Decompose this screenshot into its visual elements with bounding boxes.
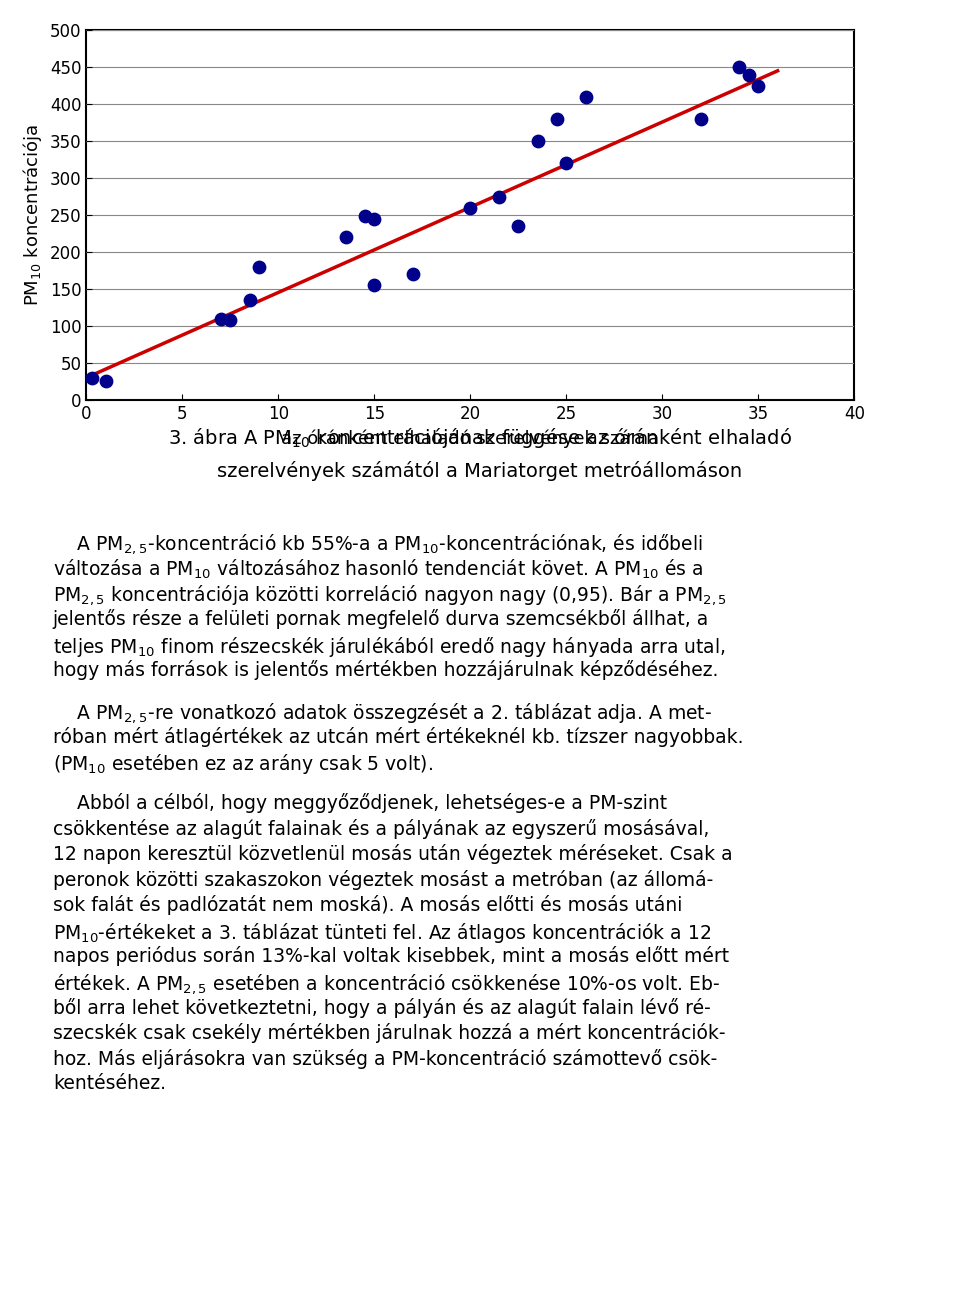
Point (98, 371, 113, 392)
Point (367, 208, 382, 229)
Text: szecskék csak csekély mértékben járulnak hozzá a mért koncentrációk-: szecskék csak csekély mértékben járulnak… (53, 1023, 726, 1044)
Text: szerelvények számától a Mariatorget metróállomáson: szerelvények számától a Mariatorget metr… (217, 461, 743, 481)
Text: csökkentése az alagút falainak és a pályának az egyszerű mosásával,: csökkentése az alagút falainak és a pál… (53, 818, 709, 839)
Text: 12 napon keresztül közvetlenül mosás után végeztek méréseket. Csak a: 12 napon keresztül közvetlenül mosás utá… (53, 844, 732, 864)
Point (252, 256, 267, 277)
Text: PM$_{2,5}$ koncentrációja közötti korreláció nagyon nagy (0,95). Bár a PM$_{2,5}: PM$_{2,5}$ koncentrációja közötti korrel… (53, 583, 727, 607)
Text: jelentős része a felületi pornak megfelelő durva szemcsékből állhat, a: jelentős része a felületi pornak megfele… (53, 608, 709, 629)
Text: hogy más források is jelentős mértékben hozzájárulnak képződéséhez.: hogy más források is jelentős mértékben … (53, 661, 718, 680)
Point (492, 186, 507, 207)
Point (357, 206, 372, 227)
Text: peronok közötti szakaszokon végeztek mosást a metróban (az állomá-: peronok közötti szakaszokon végeztek mos… (53, 869, 713, 890)
Text: hoz. Más eljárásokra van szükség a PM-koncentráció számottevő csök-: hoz. Más eljárásokra van szükség a PM-ko… (53, 1049, 717, 1068)
Point (549, 109, 564, 130)
Point (84, 367, 100, 388)
Point (242, 290, 257, 311)
Point (463, 197, 478, 218)
Text: A PM$_{2,5}$-re vonatkozó adatok összegzését a 2. táblázat adja. A met-: A PM$_{2,5}$-re vonatkozó adatok összegz… (53, 701, 712, 725)
Point (751, 75, 766, 96)
Point (732, 56, 747, 77)
Text: változása a PM$_{10}$ változásához hasonló tendenciát követ. A PM$_{10}$ és a: változása a PM$_{10}$ változásához hason… (53, 558, 703, 581)
Text: Abból a célból, hogy meggyőződjenek, lehetséges-e a PM-szint: Abból a célból, hogy meggyőződjenek, leh… (53, 793, 667, 813)
X-axis label: az óránként elhaladó szerelvények száma: az óránként elhaladó szerelvények száma (281, 430, 660, 448)
Text: kentéséhez.: kentéséhez. (53, 1074, 166, 1093)
Text: A PM$_{2,5}$-koncentráció kb 55%-a a PM$_{10}$-koncentrációnak, és időbeli: A PM$_{2,5}$-koncentráció kb 55%-a a PM$… (53, 532, 703, 556)
Point (223, 309, 238, 330)
Point (741, 64, 756, 85)
Point (213, 308, 228, 329)
Text: róban mért átlagértékek az utcán mért értékeknél kb. tízszer nagyobbak.: róban mért átlagértékek az utcán mért ér… (53, 726, 743, 746)
Text: sok falát és padlózatát nem moská). A mosás előtti és mosás utáni: sok falát és padlózatát nem moská). A mo… (53, 895, 683, 915)
Text: (PM$_{10}$ esetében ez az arány csak 5 volt).: (PM$_{10}$ esetében ez az arány csak 5 v… (53, 753, 433, 776)
Text: ből arra lehet következtetni, hogy a pályán és az alagút falain lévő ré-: ből arra lehet következtetni, hogy a pál… (53, 998, 710, 1017)
Point (530, 131, 545, 152)
Point (367, 275, 382, 296)
Text: 3. ábra A PM$_{10}$ koncentrációjának függése az óránként elhaladó: 3. ábra A PM$_{10}$ koncentrációjának fü… (168, 426, 792, 450)
Y-axis label: PM$_{10}$ koncentrációja: PM$_{10}$ koncentrációja (21, 125, 44, 305)
Text: értékek. A PM$_{2,5}$ esetében a koncentráció csökkenése 10%-os volt. Eb-: értékek. A PM$_{2,5}$ esetében a koncent… (53, 971, 720, 996)
Text: PM$_{10}$-értékeket a 3. táblázat tünteti fel. Az átlagos koncentrációk a 12: PM$_{10}$-értékeket a 3. táblázat tüntet… (53, 920, 710, 945)
Point (511, 215, 526, 236)
Point (338, 227, 353, 248)
Point (578, 87, 593, 108)
Text: teljes PM$_{10}$ finom részecskék járulékából eredő nagy hányada arra utal,: teljes PM$_{10}$ finom részecskék járulé… (53, 635, 726, 658)
Point (693, 109, 708, 130)
Point (559, 153, 574, 174)
Point (405, 264, 420, 284)
Text: napos periódus során 13%-kal voltak kisebbek, mint a mosás előtt mért: napos periódus során 13%-kal voltak kise… (53, 947, 729, 966)
